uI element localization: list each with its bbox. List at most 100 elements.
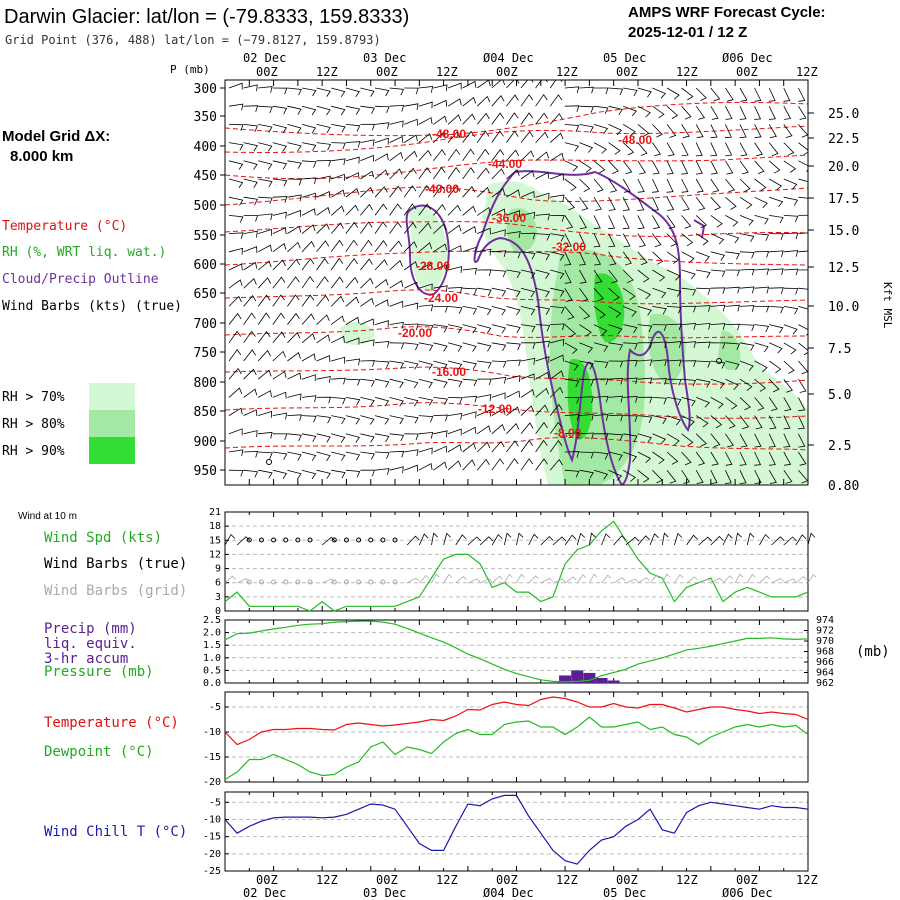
wind-barb-grid xyxy=(734,573,744,584)
wind-barb xyxy=(652,451,665,465)
wind-barb xyxy=(754,360,768,373)
wind-barb xyxy=(462,246,477,254)
wind-barb xyxy=(681,415,695,427)
wind-barb xyxy=(652,124,663,138)
wind-barb xyxy=(287,352,301,362)
wind-barb xyxy=(228,82,243,90)
height-tick: 5.0 xyxy=(828,388,851,403)
wind-barb-true xyxy=(516,532,524,546)
calm-barb xyxy=(271,537,277,543)
wind-barb xyxy=(622,124,636,137)
rh80-region xyxy=(718,330,741,371)
wind-barb-true xyxy=(455,534,467,546)
wind-barb xyxy=(739,178,751,192)
wind-barb xyxy=(287,372,302,380)
wind-barb xyxy=(535,112,548,125)
wind-barb xyxy=(374,278,389,289)
wind-barb xyxy=(768,415,777,430)
wind-barb xyxy=(535,421,548,435)
wind-barb xyxy=(652,378,667,385)
wind-barb xyxy=(389,433,405,442)
wind-barb xyxy=(477,248,492,256)
wind-barb xyxy=(637,178,645,193)
wind-barb xyxy=(433,430,448,438)
rh70-region xyxy=(340,322,375,345)
pressure-tick: 962 xyxy=(816,678,834,689)
wind-barb xyxy=(287,414,302,422)
wind-barb xyxy=(331,415,346,425)
wind-barb xyxy=(345,451,361,461)
wind-barb xyxy=(491,458,505,471)
pressure-tick: 964 xyxy=(816,668,834,679)
wind-barb xyxy=(666,233,678,247)
wind-barb xyxy=(331,469,346,479)
wind-barb xyxy=(228,263,243,271)
wind-barb xyxy=(418,242,433,253)
wind-barb xyxy=(360,451,375,460)
wind-barb xyxy=(374,105,390,113)
precip-bar xyxy=(583,672,596,683)
cross-section-ticks xyxy=(220,80,814,485)
wind-barb xyxy=(535,94,548,107)
wind-barb xyxy=(666,451,679,465)
wind-barb xyxy=(345,433,360,443)
wind-barb xyxy=(724,124,732,139)
wind-barb xyxy=(331,356,346,364)
wind-barb xyxy=(462,113,476,125)
top-hour-label: 12Z xyxy=(436,65,458,79)
wind-barb xyxy=(258,410,273,418)
calm-barb-grid xyxy=(246,579,252,585)
wind-barb xyxy=(389,397,404,407)
wind-barb xyxy=(476,206,491,216)
wind-barb xyxy=(754,160,765,175)
wind-barb-grid xyxy=(698,578,712,584)
wind-barb xyxy=(462,130,475,143)
wind-barb xyxy=(345,141,361,148)
wind-barb xyxy=(520,211,536,219)
wind-barb xyxy=(623,359,638,367)
wind-barb xyxy=(550,251,565,261)
wind-barb xyxy=(622,251,632,266)
wind-barb xyxy=(579,396,594,403)
wind-barb xyxy=(666,251,680,264)
wind-barb xyxy=(637,251,648,266)
temperature-tick: -5 xyxy=(209,702,221,713)
wind-barb xyxy=(243,469,259,478)
wind-barb xyxy=(535,192,550,200)
wind-barb xyxy=(272,178,288,187)
isotherm-line xyxy=(225,326,808,339)
wind-barb xyxy=(520,170,535,180)
wind-barb xyxy=(710,233,725,245)
wind-barb xyxy=(783,178,798,190)
wind-barb xyxy=(550,233,565,242)
wind-barb xyxy=(316,433,331,443)
wind-barb xyxy=(710,470,718,484)
wind-barb xyxy=(345,469,361,478)
wind-barb xyxy=(798,378,807,393)
wind-barb xyxy=(506,342,521,351)
wind-barb xyxy=(666,160,674,175)
wind-barb xyxy=(754,342,769,353)
wind-barb xyxy=(681,87,694,101)
wind-barb xyxy=(433,324,448,333)
wind-barb xyxy=(433,397,448,405)
wind-barb xyxy=(725,196,737,210)
wind-barb xyxy=(710,178,720,193)
wind-barb-true xyxy=(686,534,698,546)
wind-barb xyxy=(360,397,375,407)
wind-barb xyxy=(404,360,419,370)
wind-barb xyxy=(623,342,638,350)
wind-barb xyxy=(535,458,548,471)
wind-barb xyxy=(666,215,676,229)
wind-barb xyxy=(710,287,726,294)
wind-barb xyxy=(783,306,799,315)
wind-barb xyxy=(652,87,666,99)
wind-barb xyxy=(243,196,259,206)
precip-tick: 0.5 xyxy=(203,665,221,676)
wind-barb xyxy=(403,221,417,234)
wind-barb xyxy=(608,342,624,351)
wind-barb xyxy=(769,324,784,334)
wind-barb xyxy=(666,124,677,138)
wind-barb xyxy=(725,87,734,102)
wind-barb xyxy=(301,240,315,253)
